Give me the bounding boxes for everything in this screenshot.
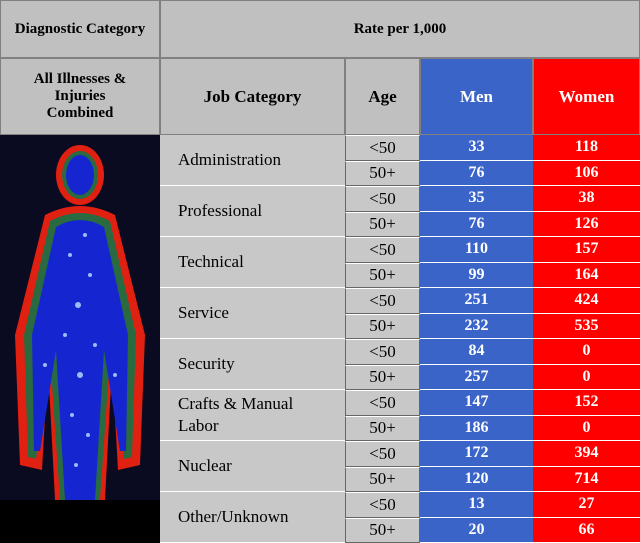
women-rate: 164	[533, 262, 640, 288]
men-rate: 20	[420, 517, 533, 543]
women-rate: 152	[533, 390, 640, 416]
header-cell: Men	[420, 58, 533, 135]
age: <50	[345, 339, 420, 365]
men-rate: 251	[420, 288, 533, 314]
age: 50+	[345, 415, 420, 441]
women-rate: 535	[533, 313, 640, 339]
women-rate: 394	[533, 441, 640, 467]
men-rate: 110	[420, 237, 533, 263]
age: 50+	[345, 364, 420, 390]
women-rate: 714	[533, 466, 640, 492]
men-rate: 76	[420, 211, 533, 237]
men-rate: 232	[420, 313, 533, 339]
job-category: Crafts & Manual Labor	[160, 390, 345, 441]
job-category: Technical	[160, 237, 345, 288]
age: <50	[345, 288, 420, 314]
job-category: Professional	[160, 186, 345, 237]
age: 50+	[345, 160, 420, 186]
age: 50+	[345, 517, 420, 543]
women-rate: 126	[533, 211, 640, 237]
men-rate: 257	[420, 364, 533, 390]
men-rate: 99	[420, 262, 533, 288]
job-category: Other/Unknown	[160, 492, 345, 543]
job-category: Administration	[160, 135, 345, 186]
age: 50+	[345, 313, 420, 339]
men-rate: 172	[420, 441, 533, 467]
age: 50+	[345, 211, 420, 237]
age: <50	[345, 492, 420, 518]
age: <50	[345, 237, 420, 263]
age: <50	[345, 186, 420, 212]
women-rate: 157	[533, 237, 640, 263]
header-cell: Job Category	[160, 58, 345, 135]
job-category: Nuclear	[160, 441, 345, 492]
header-cell: All Illnesses & Injuries Combined	[0, 58, 160, 135]
men-rate: 76	[420, 160, 533, 186]
men-rate: 147	[420, 390, 533, 416]
age: 50+	[345, 262, 420, 288]
body-image	[0, 135, 160, 543]
women-rate: 0	[533, 415, 640, 441]
job-category: Security	[160, 339, 345, 390]
men-rate: 13	[420, 492, 533, 518]
job-category: Service	[160, 288, 345, 339]
men-rate: 84	[420, 339, 533, 365]
men-rate: 33	[420, 135, 533, 161]
women-rate: 66	[533, 517, 640, 543]
men-rate: 186	[420, 415, 533, 441]
header-cell: Rate per 1,000	[160, 0, 640, 58]
age: <50	[345, 441, 420, 467]
women-rate: 118	[533, 135, 640, 161]
women-rate: 0	[533, 364, 640, 390]
age: <50	[345, 135, 420, 161]
women-rate: 0	[533, 339, 640, 365]
header-cell: Diagnostic Category	[0, 0, 160, 58]
women-rate: 424	[533, 288, 640, 314]
men-rate: 120	[420, 466, 533, 492]
age: <50	[345, 390, 420, 416]
age: 50+	[345, 466, 420, 492]
header-cell: Age	[345, 58, 420, 135]
women-rate: 106	[533, 160, 640, 186]
header-cell: Women	[533, 58, 640, 135]
men-rate: 35	[420, 186, 533, 212]
women-rate: 38	[533, 186, 640, 212]
women-rate: 27	[533, 492, 640, 518]
